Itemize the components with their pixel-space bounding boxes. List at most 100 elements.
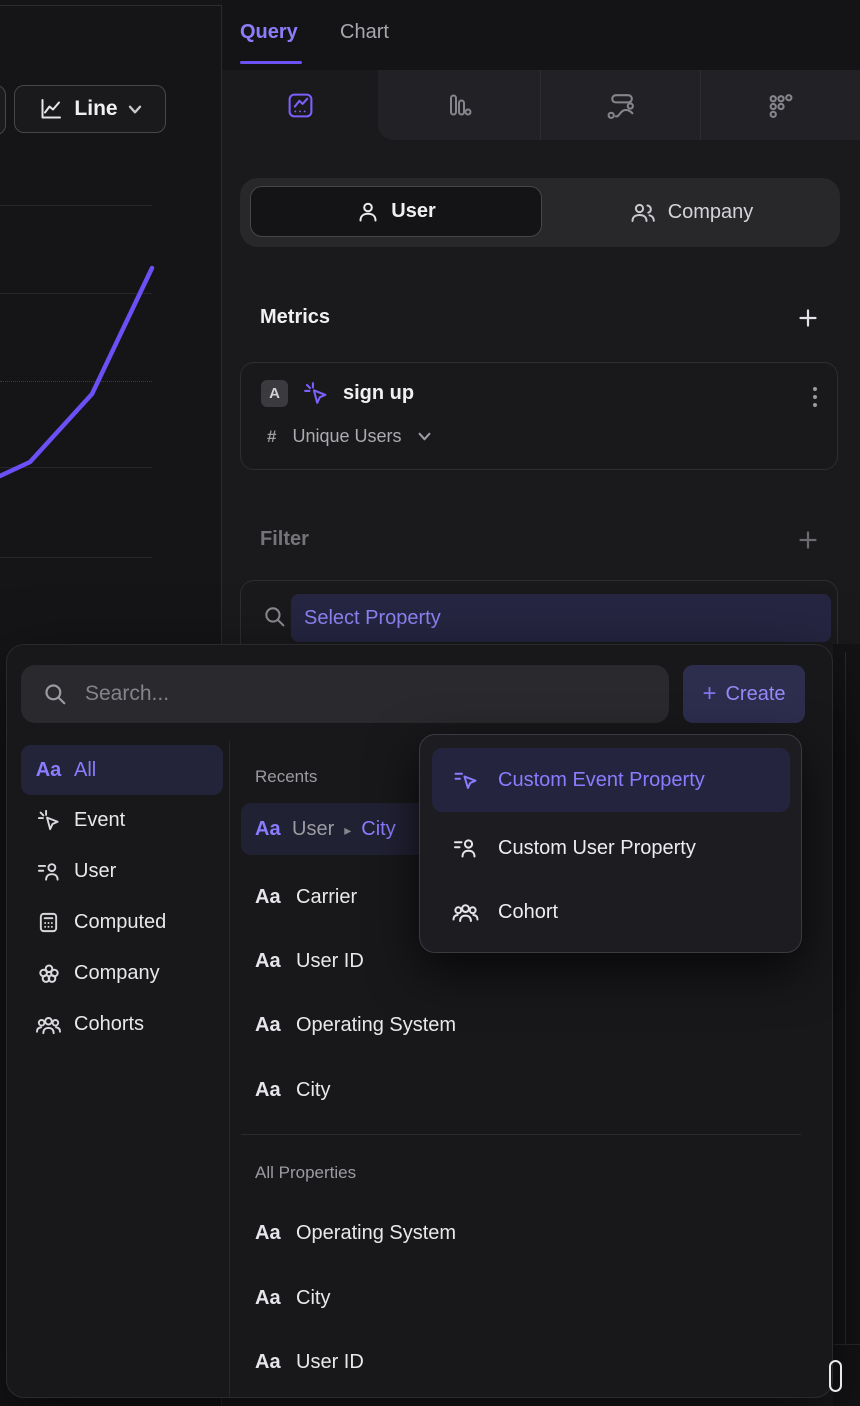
line-button-label: Line xyxy=(74,97,118,120)
add-filter-button[interactable] xyxy=(794,526,822,554)
property-label: Operating System xyxy=(296,1221,457,1244)
scrollbar-thumb[interactable] xyxy=(829,1360,842,1392)
tab-chart[interactable]: Chart xyxy=(340,21,389,43)
menu-item-cohort[interactable]: Cohort xyxy=(432,883,790,941)
chevron-down-icon xyxy=(418,432,431,441)
event-icon xyxy=(302,380,329,407)
chart-top-border xyxy=(0,5,222,6)
filter-section-title: Filter xyxy=(260,528,309,550)
menu-item-label: Cohort xyxy=(498,900,559,923)
tab-divider xyxy=(540,70,541,140)
aa-text-icon: Aa xyxy=(255,817,281,840)
underlying-panel-right-edge xyxy=(845,652,846,1344)
clipped-toolbar-button[interactable] xyxy=(0,85,6,135)
plus-icon xyxy=(799,531,817,549)
search-icon xyxy=(43,682,67,706)
select-property-label: Select Property xyxy=(304,606,441,629)
picker-search-bar[interactable] xyxy=(21,665,669,723)
entity-company-label: Company xyxy=(667,201,754,223)
aa-text-icon: Aa xyxy=(255,949,281,972)
property-item[interactable]: Aa User ID xyxy=(241,1336,364,1388)
panel-topbar: Query Chart xyxy=(222,0,860,70)
user-icon xyxy=(356,200,380,224)
category-label: All xyxy=(74,758,97,781)
menu-item-label: Custom Event Property xyxy=(498,768,705,791)
category-label: Company xyxy=(74,962,160,984)
metric-card[interactable]: A sign up # Unique Users xyxy=(240,362,838,470)
aa-text-icon: Aa xyxy=(255,885,281,908)
property-item[interactable]: Aa City xyxy=(241,1272,330,1324)
search-icon xyxy=(263,605,286,628)
property-label: Carrier xyxy=(296,885,358,908)
select-property-field[interactable]: Select Property xyxy=(291,594,831,642)
bar-chart-icon xyxy=(445,91,473,119)
category-company[interactable]: Company xyxy=(21,948,223,999)
chevron-down-icon xyxy=(128,105,142,114)
property-label: User ID xyxy=(296,949,364,972)
create-button-label: Create xyxy=(725,682,786,705)
entity-toggle-user[interactable]: User xyxy=(250,186,542,237)
list-section-divider xyxy=(241,1134,801,1135)
property-picker-popover: + Create Aa All Event xyxy=(6,644,833,1398)
chart-type-line-dropdown[interactable]: Line xyxy=(14,85,166,133)
property-item[interactable]: Aa Operating System xyxy=(241,1207,456,1259)
entity-toggle: User Company xyxy=(240,178,840,247)
tab-retention[interactable] xyxy=(700,70,860,140)
category-label: Cohorts xyxy=(74,1013,145,1035)
cohort-icon xyxy=(450,900,480,924)
company-icon xyxy=(629,201,657,225)
recent-item[interactable]: Aa Operating System xyxy=(241,999,456,1051)
aa-text-icon: Aa xyxy=(255,1221,281,1244)
gridline xyxy=(0,293,152,294)
aa-text-icon: Aa xyxy=(35,758,62,781)
tab-divider xyxy=(700,70,701,140)
menu-item-custom-event-property[interactable]: Custom Event Property xyxy=(432,748,790,812)
category-cohorts[interactable]: Cohorts xyxy=(21,999,223,1050)
underlying-panel-bottom-edge xyxy=(834,1344,860,1345)
recent-item-user-city[interactable]: Aa User ▸ City xyxy=(241,803,437,855)
metric-more-menu-icon[interactable] xyxy=(813,387,817,407)
recent-item[interactable]: Aa Carrier xyxy=(241,871,357,923)
filter-card: Select Property xyxy=(240,580,838,670)
line-chart-icon xyxy=(38,96,64,122)
entity-user-label: User xyxy=(391,200,436,222)
add-metric-button[interactable] xyxy=(794,304,822,332)
property-label: User ID xyxy=(296,1350,364,1373)
chart-type-tabbar xyxy=(222,70,860,140)
aa-text-icon: Aa xyxy=(255,1350,281,1373)
category-label: Event xyxy=(74,809,126,831)
category-event[interactable]: Event xyxy=(21,795,223,846)
metric-event-name[interactable]: sign up xyxy=(343,382,415,404)
flows-icon xyxy=(605,91,636,120)
active-tab-underline xyxy=(240,61,302,64)
metric-aggregation-label: Unique Users xyxy=(292,426,402,446)
tab-query[interactable]: Query xyxy=(240,21,298,43)
property-label: City xyxy=(296,1078,331,1101)
all-properties-header: All Properties xyxy=(255,1163,357,1182)
recent-item[interactable]: Aa City xyxy=(241,1064,330,1116)
menu-item-custom-user-property[interactable]: Custom User Property xyxy=(432,819,790,877)
insights-chart-icon xyxy=(286,91,315,120)
create-button[interactable]: + Create xyxy=(683,665,805,723)
property-label: Operating System xyxy=(296,1013,457,1036)
category-user[interactable]: User xyxy=(21,846,223,897)
category-all[interactable]: Aa All xyxy=(21,745,223,795)
category-computed[interactable]: Computed xyxy=(21,897,223,948)
picker-results: Recents Aa User ▸ City Aa Carrier Aa Use… xyxy=(241,645,807,1399)
recents-header: Recents xyxy=(255,767,318,786)
property-label: City xyxy=(296,1286,331,1309)
recent-item[interactable]: Aa User ID xyxy=(241,935,364,987)
breadcrumb-arrow-icon: ▸ xyxy=(344,821,352,838)
tab-funnels[interactable] xyxy=(378,70,540,140)
entity-toggle-company[interactable]: Company xyxy=(542,178,840,247)
trend-line-chart xyxy=(0,265,155,479)
property-label: City xyxy=(361,817,396,840)
backdrop-strip xyxy=(833,644,860,1406)
picker-search-input[interactable] xyxy=(83,681,627,707)
tab-insights[interactable] xyxy=(222,70,378,140)
aa-text-icon: Aa xyxy=(255,1286,281,1309)
tab-flows[interactable] xyxy=(540,70,700,140)
gridline xyxy=(0,205,152,206)
property-parent: User xyxy=(292,817,335,840)
metric-aggregation-row[interactable]: # Unique Users xyxy=(267,426,431,447)
